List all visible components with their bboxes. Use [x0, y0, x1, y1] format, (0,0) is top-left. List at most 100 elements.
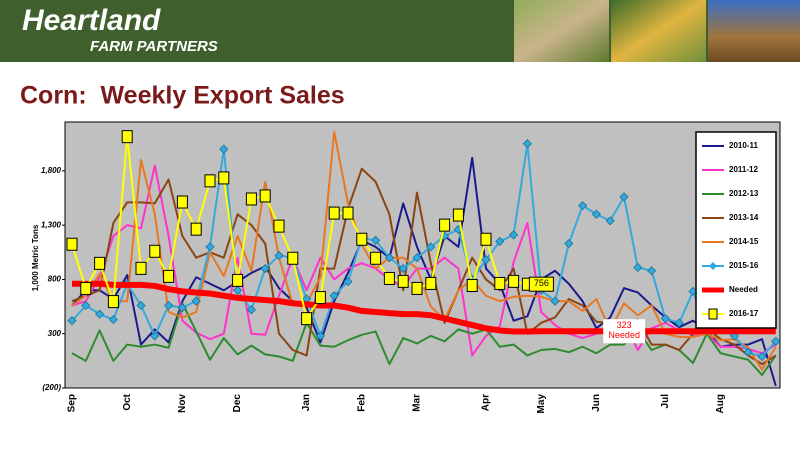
x-tick-label: Jun	[591, 394, 602, 412]
point-marker	[466, 279, 478, 293]
x-tick-label: Aug	[715, 394, 726, 413]
point-marker	[149, 244, 161, 258]
point-marker	[80, 281, 92, 295]
point-marker	[370, 251, 382, 265]
tagline: FARM PARTNERS	[90, 38, 218, 55]
point-marker	[245, 192, 257, 206]
point-marker	[591, 209, 601, 219]
point-marker	[66, 237, 78, 251]
point-marker	[439, 218, 451, 232]
point-marker	[232, 273, 244, 287]
point-marker	[163, 269, 175, 283]
legend-label: 2010-11	[729, 141, 758, 150]
point-marker	[674, 318, 684, 328]
x-tick-label: Sep	[67, 394, 78, 412]
point-marker	[342, 206, 354, 220]
point-marker	[371, 235, 381, 245]
value-label: 756	[528, 276, 554, 292]
point-marker	[425, 276, 437, 290]
point-marker	[218, 171, 230, 185]
point-marker	[384, 253, 394, 263]
header-photo	[708, 0, 800, 62]
y-tick-label: 300	[48, 329, 62, 338]
y-tick-label: 1,800	[41, 166, 62, 175]
point-marker	[564, 239, 574, 249]
legend-label: 2013-14	[729, 213, 759, 222]
point-marker	[550, 296, 560, 306]
x-tick-label: Mar	[412, 394, 423, 412]
point-marker	[81, 300, 91, 311]
point-marker	[508, 274, 520, 288]
point-marker	[605, 216, 615, 226]
point-marker	[204, 174, 216, 188]
y-tick-label: (200)	[42, 383, 61, 392]
point-marker	[107, 295, 119, 309]
point-marker	[164, 300, 174, 311]
series-line	[72, 280, 776, 335]
legend-marker	[708, 308, 718, 320]
series-line	[71, 302, 777, 376]
legend-marker	[709, 262, 717, 270]
point-marker	[356, 232, 368, 246]
point-marker	[383, 271, 395, 285]
point-marker	[121, 130, 133, 144]
point-marker	[412, 253, 422, 263]
legend-label: Needed	[729, 285, 758, 294]
point-marker	[328, 206, 340, 220]
x-tick-label: May	[536, 394, 547, 414]
point-marker	[771, 336, 781, 346]
value-label-box	[528, 276, 554, 292]
point-marker	[452, 208, 464, 222]
point-marker	[397, 274, 409, 288]
y-tick-label: 1,300	[41, 220, 62, 229]
point-marker	[633, 262, 643, 273]
legend-box	[695, 131, 777, 329]
series-line	[71, 130, 777, 371]
series-line	[71, 164, 777, 357]
point-marker	[343, 277, 353, 287]
x-tick-label: Apr	[481, 394, 492, 411]
point-marker	[274, 250, 284, 261]
x-tick-label: Jan	[301, 394, 312, 411]
y-tick-label: 800	[48, 275, 62, 284]
legend-label: 2011-12	[729, 165, 758, 174]
legend-label: 2014-15	[729, 237, 759, 246]
x-tick-label: Nov	[177, 394, 188, 413]
point-marker	[757, 351, 767, 362]
series-line	[71, 142, 777, 358]
point-marker	[191, 296, 201, 306]
legend-label: 2016-17	[729, 309, 759, 318]
series-line	[71, 167, 777, 366]
point-marker	[743, 347, 753, 357]
point-marker	[398, 264, 408, 274]
point-marker	[177, 303, 187, 313]
x-tick-label: Dec	[232, 394, 243, 413]
value-label-text: 756	[534, 279, 549, 289]
value-label: 323 Needed	[603, 319, 646, 344]
point-marker	[287, 251, 299, 265]
legend-label: 2015-16	[729, 261, 759, 270]
point-marker	[273, 219, 285, 233]
header-photo	[514, 0, 609, 62]
point-marker	[509, 230, 519, 240]
point-marker	[135, 261, 147, 275]
point-marker	[619, 192, 629, 202]
value-label-text: 323 Needed	[608, 321, 640, 341]
series-line	[71, 135, 528, 320]
point-marker	[246, 305, 256, 315]
brand: Heartland	[22, 4, 161, 37]
x-tick-label: Feb	[356, 394, 367, 412]
point-marker	[301, 312, 313, 326]
point-marker	[108, 315, 118, 325]
x-tick-label: Jul	[660, 394, 671, 409]
point-marker	[94, 256, 106, 270]
point-marker	[522, 139, 532, 149]
y-axis-label: 1,000 Metric Tons	[31, 224, 40, 291]
point-marker	[329, 291, 339, 301]
point-marker	[260, 264, 270, 274]
point-marker	[67, 316, 77, 326]
point-marker	[205, 242, 215, 252]
header-photo	[611, 0, 706, 62]
point-marker	[480, 232, 492, 246]
